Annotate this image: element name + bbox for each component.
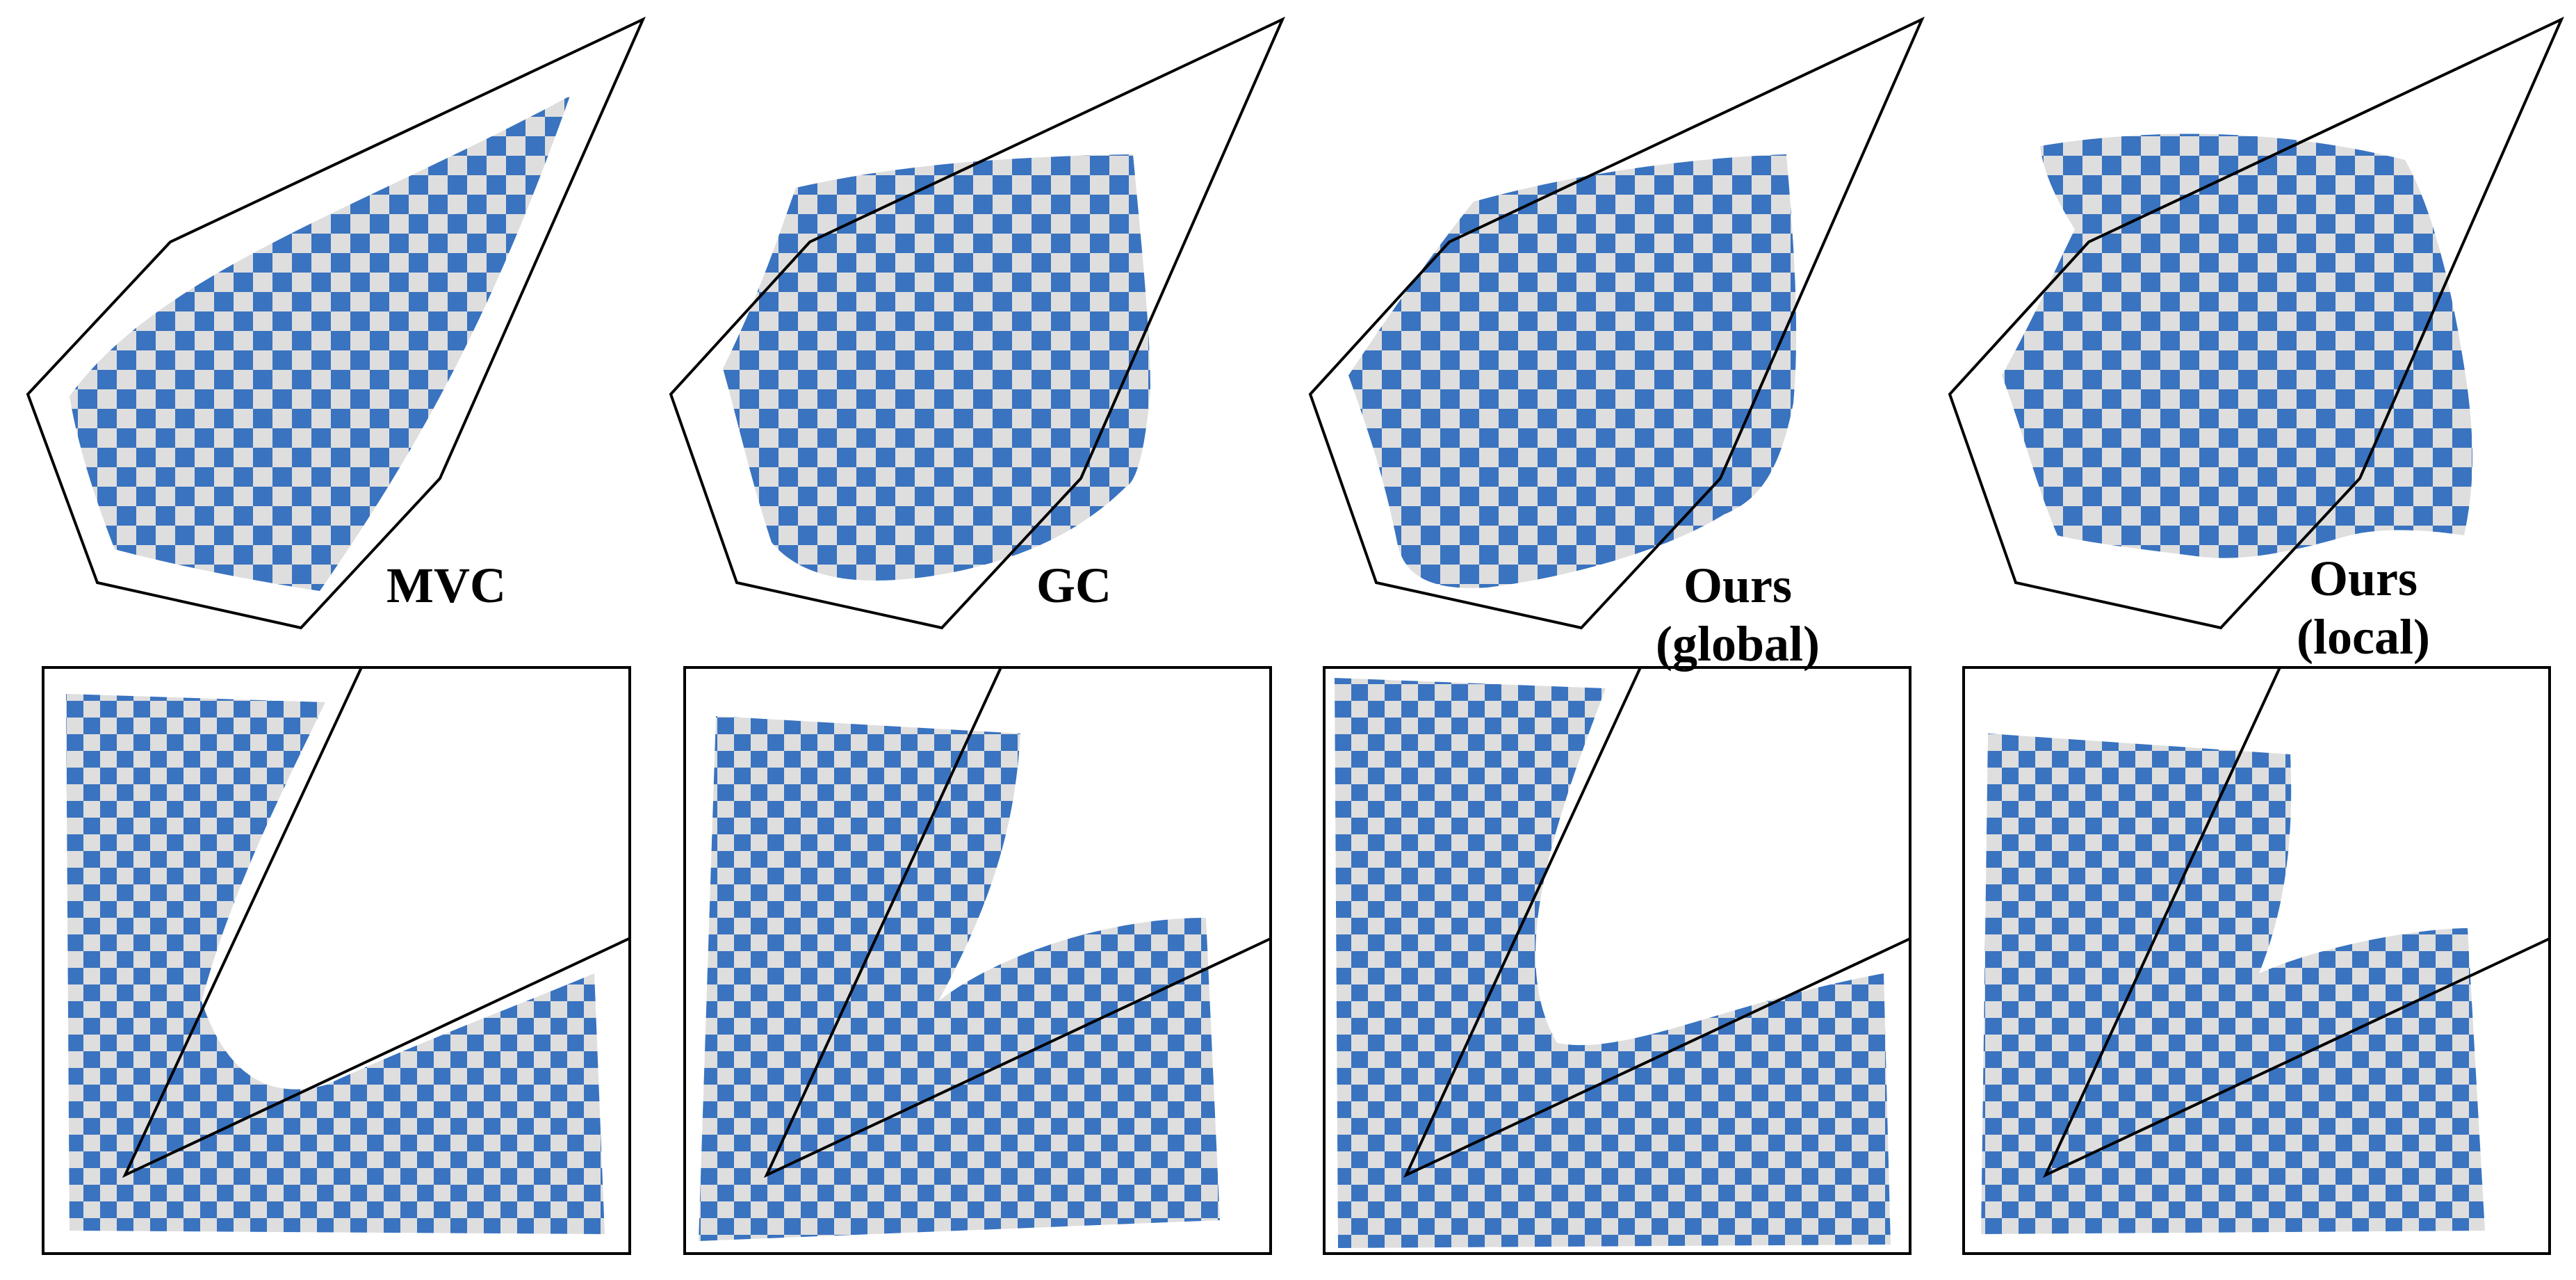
- panel-frame: [1323, 666, 1911, 1255]
- panel-frame: [683, 666, 1272, 1255]
- top-panel-mvc: [26, 16, 646, 630]
- panel-frame: [42, 666, 631, 1255]
- bottom-panel-ours-global: [1323, 666, 1911, 1255]
- panel-frame: [1962, 666, 2551, 1255]
- cage-polyline: [122, 667, 630, 1178]
- cage-polyline: [2042, 667, 2550, 1178]
- top-panel-ours-global: [1308, 16, 1925, 630]
- cage-polygon: [669, 16, 1285, 630]
- caption-ours-local: Ours (local): [2297, 551, 2430, 665]
- cage-polyline: [763, 667, 1271, 1178]
- top-panel-gc: [669, 16, 1285, 630]
- deformed-checkerboard: [2002, 133, 2472, 558]
- cage-polygon: [1948, 16, 2564, 630]
- deformed-checkerboard: [70, 96, 570, 591]
- deformed-checkerboard: [723, 154, 1150, 581]
- cage-polyline: [1403, 667, 1911, 1178]
- caption-mvc: MVC: [386, 558, 506, 613]
- bottom-panel-ours-local: [1962, 666, 2551, 1255]
- cage-polygon: [26, 16, 646, 630]
- caption-ours-global: Ours (global): [1655, 558, 1820, 672]
- top-panel-ours-local: [1948, 16, 2564, 630]
- deformed-checkerboard: [66, 694, 605, 1234]
- deformed-checkerboard: [1981, 734, 2485, 1234]
- caption-gc: GC: [1036, 558, 1111, 613]
- deformed-checkerboard: [1348, 154, 1797, 588]
- cage-polygon: [1308, 16, 1925, 630]
- bottom-panel-gc: [683, 666, 1272, 1255]
- deformed-checkerboard: [699, 716, 1220, 1241]
- bottom-panel-mvc: [42, 666, 631, 1255]
- deformed-checkerboard: [1335, 678, 1891, 1248]
